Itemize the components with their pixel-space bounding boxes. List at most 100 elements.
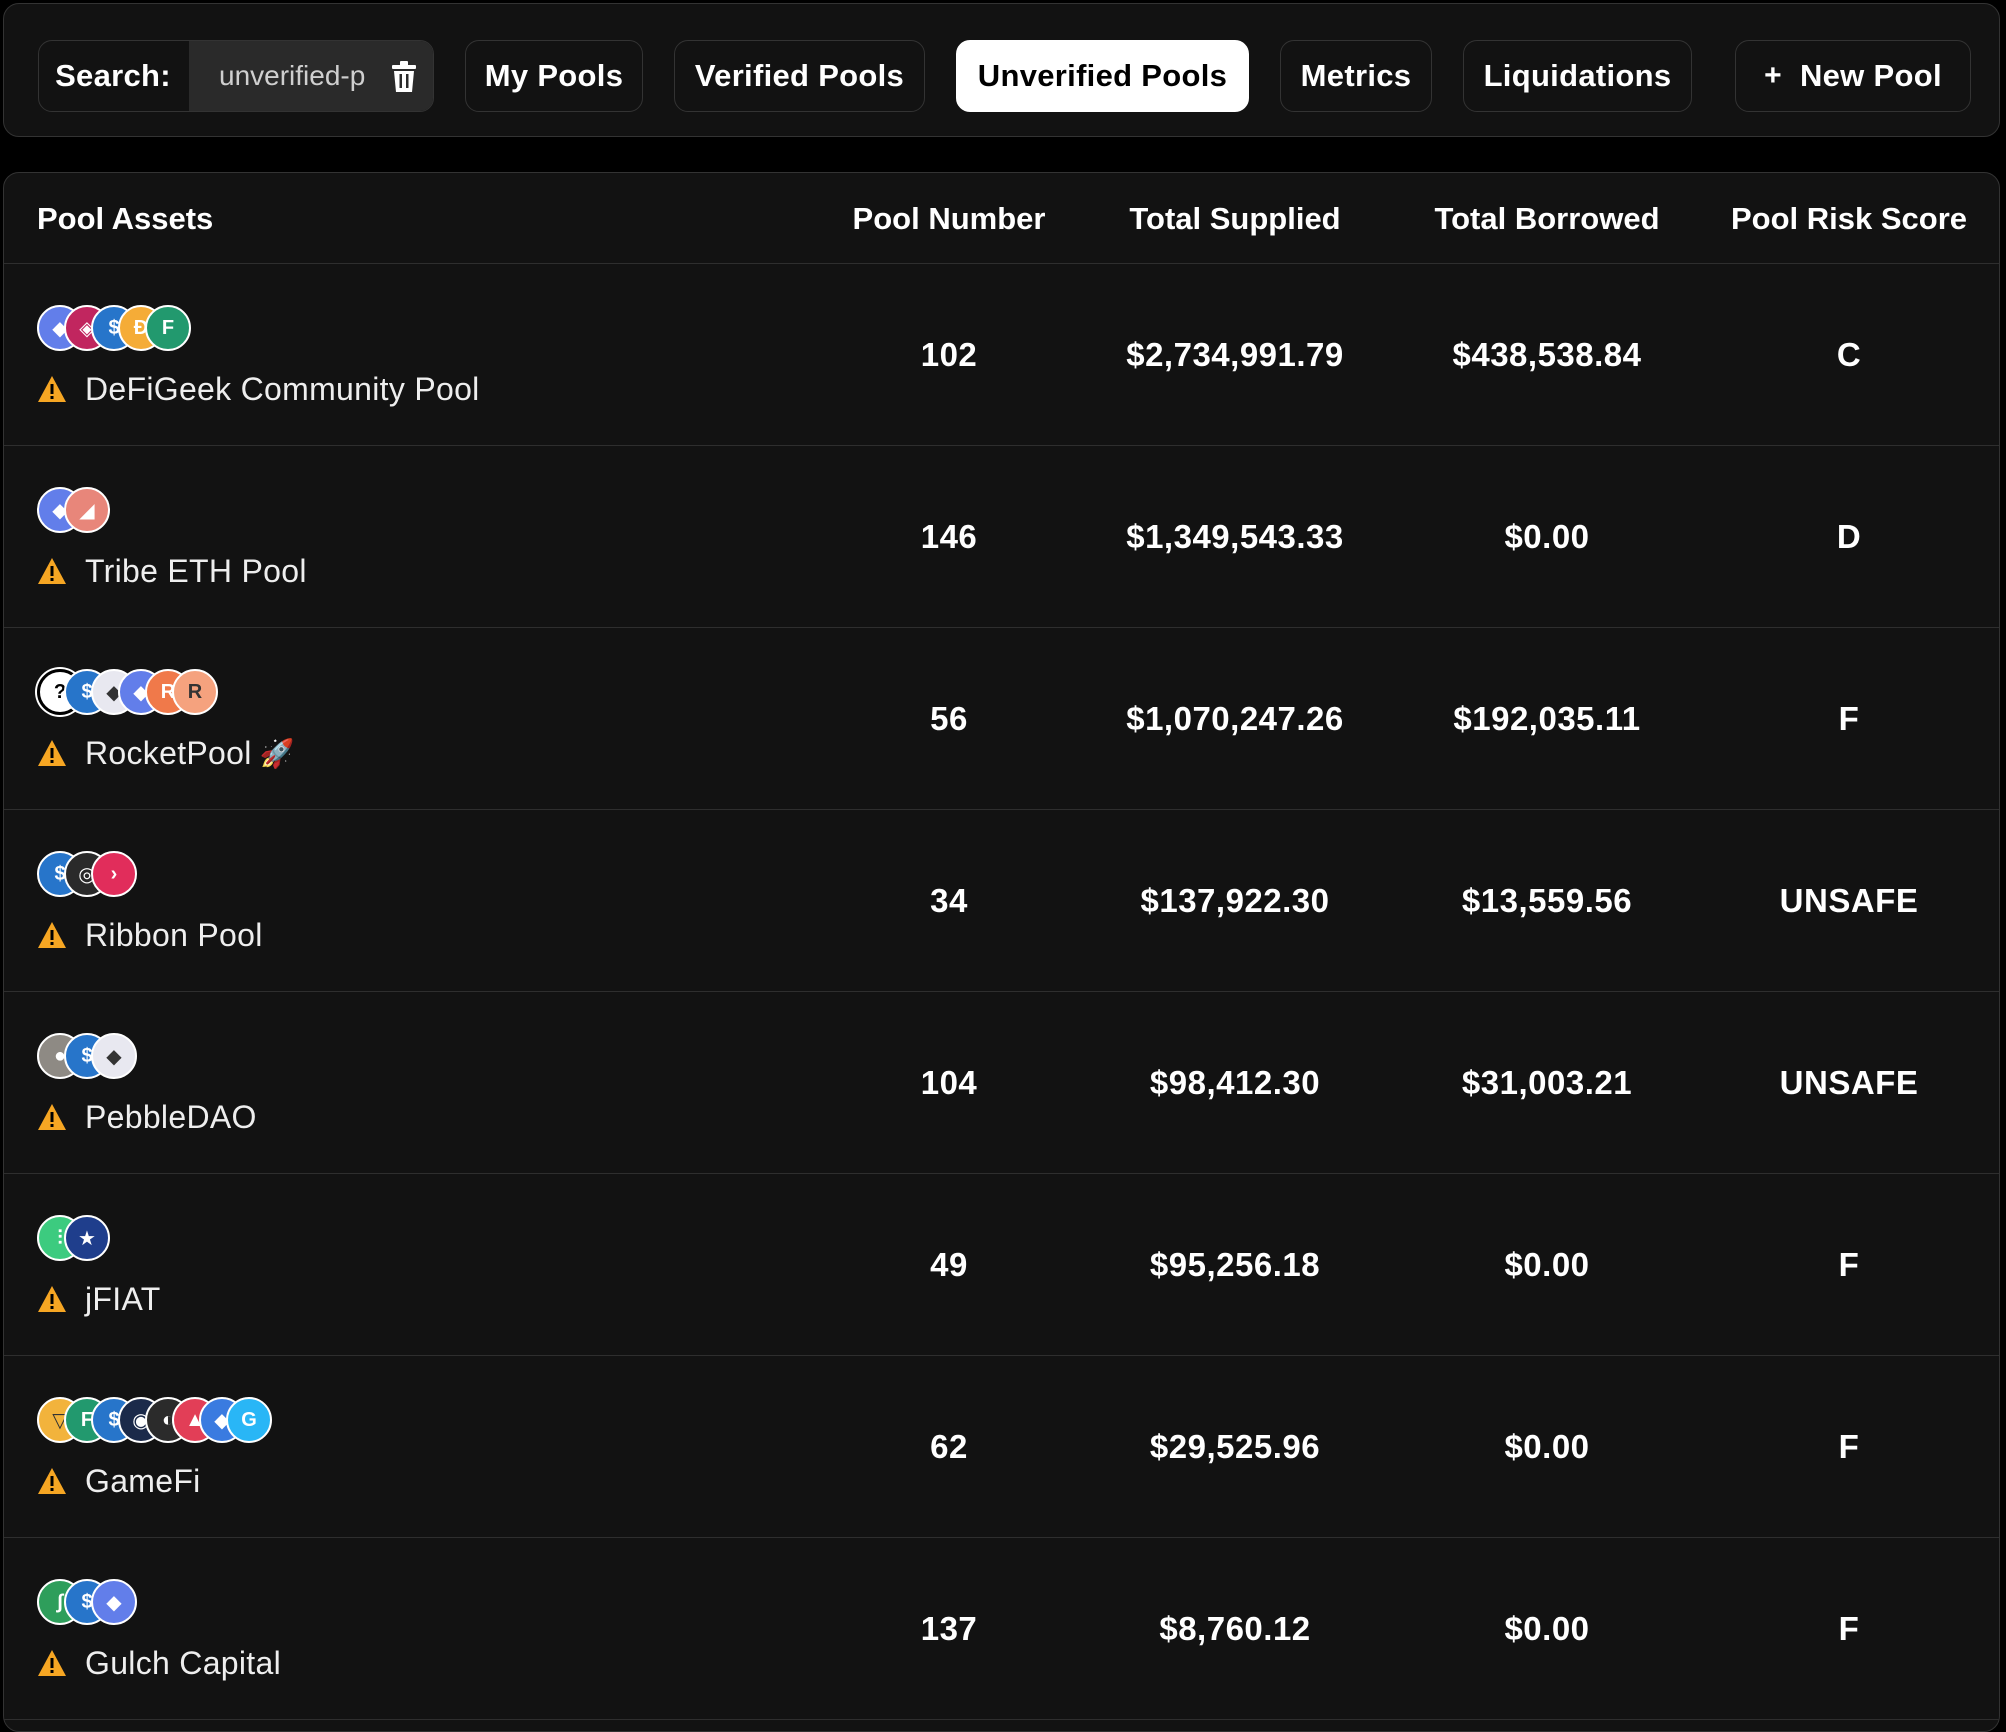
top-toolbar: Search: My Pools Verified Pools Unverifi… bbox=[3, 3, 2000, 137]
verified-pools-label: Verified Pools bbox=[694, 58, 905, 93]
total-supplied: $29,525.96 bbox=[1149, 1428, 1321, 1465]
total-supplied: $8,760.12 bbox=[1159, 1610, 1311, 1647]
risk-score: F bbox=[1838, 700, 1860, 737]
pool-name: GameFi bbox=[85, 1462, 201, 1499]
search-bar: Search: bbox=[38, 40, 434, 112]
search-input[interactable] bbox=[219, 60, 369, 92]
total-supplied: $2,734,991.79 bbox=[1126, 336, 1344, 373]
pool-assets: ∫ $ ◆ bbox=[37, 1579, 137, 1625]
pool-assets: ◆ ◈ $ Ð F bbox=[37, 305, 191, 351]
pool-name: Tribe ETH Pool bbox=[85, 552, 307, 589]
warning-icon bbox=[38, 1104, 66, 1130]
total-supplied: $98,412.30 bbox=[1149, 1064, 1321, 1101]
pool-name: Ribbon Pool bbox=[85, 916, 263, 953]
pool-number: 104 bbox=[920, 1064, 978, 1101]
my-pools-button[interactable]: My Pools bbox=[465, 40, 643, 112]
search-field[interactable] bbox=[189, 41, 433, 111]
unverified-pools-label: Unverified Pools bbox=[977, 58, 1228, 93]
rpl-icon: R bbox=[172, 669, 218, 715]
header-total-borrowed[interactable]: Total Borrowed bbox=[1434, 200, 1660, 236]
unverified-pools-button[interactable]: Unverified Pools bbox=[956, 40, 1249, 112]
table-row[interactable]: ∫ $ ◆ Gulch Capital 137 $8,760.12 $0.00 F bbox=[4, 1538, 1999, 1720]
metrics-label: Metrics bbox=[1300, 58, 1412, 93]
liquidations-label: Liquidations bbox=[1483, 58, 1672, 93]
eth-icon: ◆ bbox=[91, 1579, 137, 1625]
eth-white-icon: ◆ bbox=[91, 1033, 137, 1079]
warning-icon bbox=[38, 922, 66, 948]
pool-number: 137 bbox=[920, 1610, 978, 1647]
total-supplied: $95,256.18 bbox=[1149, 1246, 1321, 1283]
table-row[interactable]: ● $ ◆ PebbleDAO 104 $98,412.30 $31,003.21 … bbox=[4, 992, 1999, 1174]
trash-icon[interactable] bbox=[391, 61, 417, 93]
total-borrowed: $192,035.11 bbox=[1453, 700, 1641, 737]
risk-score: F bbox=[1838, 1610, 1860, 1647]
total-borrowed: $0.00 bbox=[1504, 1610, 1590, 1647]
risk-score: F bbox=[1838, 1246, 1860, 1283]
risk-score: UNSAFE bbox=[1779, 1064, 1919, 1101]
verified-pools-button[interactable]: Verified Pools bbox=[674, 40, 925, 112]
table-header: Pool Assets Pool Number Total Supplied T… bbox=[4, 173, 1999, 264]
risk-score: C bbox=[1836, 336, 1862, 373]
pool-assets: ◆ ◢ bbox=[37, 487, 110, 533]
pool-assets: ? $ ◆ ◆ R R bbox=[37, 669, 218, 715]
new-pool-label: New Pool bbox=[1799, 58, 1942, 93]
header-pool-risk-score[interactable]: Pool Risk Score bbox=[1730, 200, 1968, 236]
gf-icon: G bbox=[226, 1397, 272, 1443]
liquidations-button[interactable]: Liquidations bbox=[1463, 40, 1692, 112]
pool-number: 102 bbox=[920, 336, 978, 373]
pool-assets: ⫶ ★ bbox=[37, 1215, 110, 1261]
risk-score: UNSAFE bbox=[1779, 882, 1919, 919]
pool-number: 49 bbox=[930, 1246, 968, 1283]
pool-name: RocketPool bbox=[85, 734, 252, 771]
total-borrowed: $0.00 bbox=[1504, 1246, 1590, 1283]
total-supplied: $1,349,543.33 bbox=[1126, 518, 1344, 555]
pool-number: 56 bbox=[930, 700, 968, 737]
header-pool-assets[interactable]: Pool Assets bbox=[37, 200, 214, 236]
pool-name: PebbleDAO bbox=[85, 1098, 257, 1135]
total-borrowed: $438,538.84 bbox=[1452, 336, 1642, 373]
risk-score: F bbox=[1838, 1428, 1860, 1465]
table-row[interactable]: ◆ ◢ Tribe ETH Pool 146 $1,349,543.33 $0.0… bbox=[4, 446, 1999, 628]
total-borrowed: $0.00 bbox=[1504, 1428, 1590, 1465]
pools-table: Pool Assets Pool Number Total Supplied T… bbox=[3, 172, 2000, 1732]
fei-icon: F bbox=[145, 305, 191, 351]
rocket-icon: 🚀 bbox=[259, 737, 295, 769]
table-row[interactable]: ◆ ◈ $ Ð F DeFiGeek Community Pool 102 $2,734… bbox=[4, 264, 1999, 446]
table-row[interactable]: ▽ F $ ◉ ◐ ▲ ◆ G GameFi 62 $29,525.96 $0.00 F bbox=[4, 1356, 1999, 1538]
plus-icon: + bbox=[1764, 59, 1782, 92]
metrics-button[interactable]: Metrics bbox=[1280, 40, 1432, 112]
pool-number: 146 bbox=[920, 518, 978, 555]
my-pools-label: My Pools bbox=[484, 58, 624, 93]
risk-score: D bbox=[1836, 518, 1862, 555]
jeur-icon: ★ bbox=[64, 1215, 110, 1261]
warning-icon bbox=[38, 1650, 66, 1676]
pool-name: Gulch Capital bbox=[85, 1644, 281, 1681]
total-borrowed: $31,003.21 bbox=[1461, 1064, 1633, 1101]
search-label: Search: bbox=[55, 58, 171, 93]
total-supplied: $137,922.30 bbox=[1140, 882, 1330, 919]
header-pool-number[interactable]: Pool Number bbox=[852, 200, 1046, 236]
table-row[interactable]: $ ◎ › Ribbon Pool 34 $137,922.30 $13,559.5… bbox=[4, 810, 1999, 992]
total-borrowed: $0.00 bbox=[1504, 518, 1590, 555]
rbn-icon: › bbox=[91, 851, 137, 897]
gala-icon: ◐ bbox=[145, 1397, 191, 1443]
warning-icon bbox=[38, 558, 66, 584]
warning-icon bbox=[38, 740, 66, 766]
total-borrowed: $13,559.56 bbox=[1461, 882, 1633, 919]
header-total-supplied[interactable]: Total Supplied bbox=[1129, 200, 1341, 236]
tribe-icon: ◢ bbox=[64, 487, 110, 533]
pool-name: DeFiGeek Community Pool bbox=[85, 370, 480, 407]
pool-name: jFIAT bbox=[85, 1280, 161, 1317]
pool-assets: ● $ ◆ bbox=[37, 1033, 137, 1079]
pool-number: 62 bbox=[930, 1428, 968, 1465]
table-row[interactable]: ? $ ◆ ◆ R R RocketPool 🚀 56 $1,070,247.26 $19… bbox=[4, 628, 1999, 810]
pool-assets: $ ◎ › bbox=[37, 851, 137, 897]
warning-icon bbox=[38, 1286, 66, 1312]
total-supplied: $1,070,247.26 bbox=[1126, 700, 1344, 737]
new-pool-button[interactable]: + New Pool bbox=[1735, 40, 1971, 112]
table-row[interactable]: ⫶ ★ jFIAT 49 $95,256.18 $0.00 F bbox=[4, 1174, 1999, 1356]
warning-icon bbox=[38, 1468, 66, 1494]
pool-assets: ▽ F $ ◉ ◐ ▲ ◆ G bbox=[37, 1397, 272, 1443]
pool-number: 34 bbox=[930, 882, 968, 919]
warning-icon bbox=[38, 376, 66, 402]
